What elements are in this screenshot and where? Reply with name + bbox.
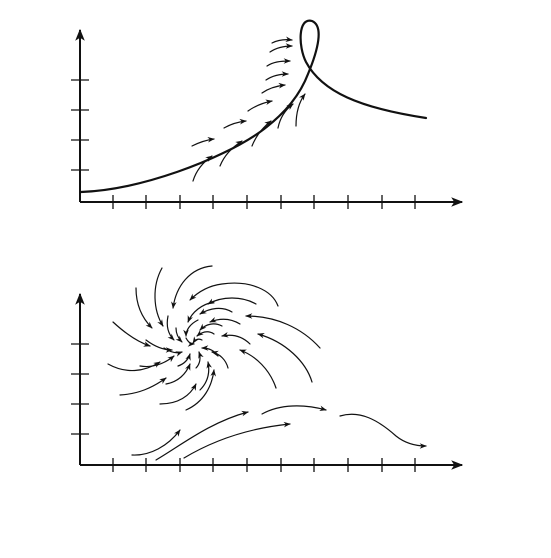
- spiral-arrow: [154, 267, 164, 327]
- spiral-arrow: [159, 383, 197, 405]
- spiral-arrow: [239, 349, 277, 389]
- spiral-arrow: [257, 333, 313, 383]
- spiral-arrow: [199, 361, 212, 391]
- lower-flow-arrow: [339, 413, 427, 449]
- bottom-y-ticks: [71, 343, 89, 435]
- top-flow-arrow: [223, 118, 247, 129]
- spiral-arrow: [139, 355, 175, 368]
- bottom-x-ticks: [112, 458, 416, 472]
- spiral-arrow: [145, 339, 173, 353]
- top-flow-arrow: [247, 99, 273, 112]
- spiral-arrow: [163, 347, 183, 357]
- spiral-arrow: [112, 321, 151, 347]
- spiral-arrow: [119, 377, 167, 396]
- spiral-arrow: [211, 350, 229, 369]
- top-panel: [71, 19, 464, 209]
- spiral-arrow: [166, 315, 175, 341]
- spiral-arrow: [209, 317, 241, 325]
- spiral-arrow: [207, 297, 257, 305]
- spiral-arrow: [192, 336, 203, 344]
- spiral-arrow: [175, 327, 183, 343]
- spiral-arrow: [221, 332, 251, 345]
- top-flow-arrow: [261, 82, 286, 94]
- top-flow-arrow: [295, 93, 306, 127]
- bottom-panel: [71, 265, 464, 472]
- spiral-arrow: [185, 337, 195, 347]
- lower-flow-arrow: [183, 421, 291, 459]
- spiral-arrow: [183, 319, 199, 337]
- bottom-axes: [75, 292, 464, 470]
- spiral-arrow: [199, 323, 223, 331]
- spiral-arrow: [195, 351, 204, 369]
- spiral-arrow: [201, 345, 219, 357]
- spiral-arrow: [171, 265, 213, 309]
- spiral-arrow: [135, 287, 153, 329]
- spiral-arrow: [189, 282, 279, 307]
- spiral-arrow: [245, 313, 321, 349]
- spiral-arrow: [196, 329, 215, 337]
- top-flow-arrow: [269, 43, 293, 53]
- top-flow-arrow: [271, 36, 293, 44]
- spiral-arrow: [187, 301, 215, 323]
- lower-flow-arrow: [261, 405, 327, 415]
- top-flow-arrow: [266, 58, 291, 67]
- spiral-arrow: [199, 307, 233, 315]
- spiral-flow-arrows: [107, 265, 321, 411]
- spiral-arrow: [165, 363, 191, 385]
- top-flow-arrow: [277, 103, 294, 129]
- top-x-ticks: [112, 195, 416, 209]
- top-flow-arrow: [219, 140, 243, 167]
- top-flow-arrow: [251, 120, 272, 147]
- lower-flow-arrows: [131, 405, 427, 461]
- top-y-ticks: [71, 79, 89, 171]
- top-flow-arrows: [191, 36, 306, 182]
- top-flow-arrow: [191, 137, 215, 147]
- lower-flow-arrow: [155, 410, 249, 461]
- top-flow-arrow: [265, 71, 289, 81]
- top-flow-arrow: [192, 155, 213, 182]
- spiral-arrow: [177, 353, 191, 367]
- top-loop-curve: [79, 19, 428, 194]
- lower-flow-arrow: [131, 429, 181, 456]
- spiral-arrow: [185, 369, 216, 411]
- top-axes: [75, 28, 464, 207]
- spiral-arrow: [107, 361, 161, 372]
